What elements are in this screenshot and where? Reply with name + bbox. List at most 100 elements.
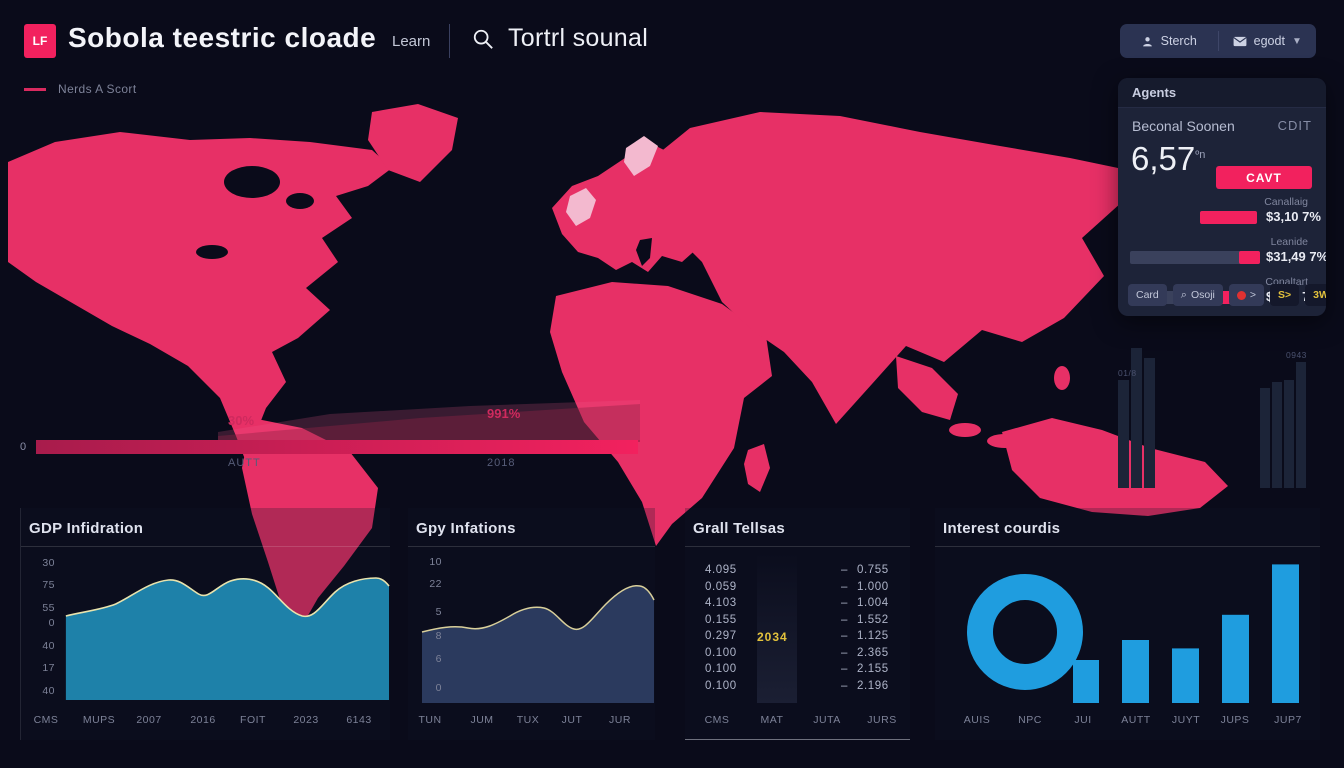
global-search[interactable]: Tortrl sounal [472, 24, 648, 53]
y-tick-label: 6 [435, 653, 442, 665]
y-tick-label: 30 [42, 557, 55, 569]
y-tick-label: 0 [48, 617, 55, 629]
gpy-area-chart [421, 584, 655, 703]
account-menu-label: egodt [1253, 34, 1285, 48]
table-row-dash: – [841, 679, 848, 692]
cavt-button[interactable]: CAVT [1216, 166, 1312, 189]
panel-grall-title: Grall Tellsas [693, 520, 786, 537]
metric-bar-track [1130, 251, 1260, 264]
actions-separator [1217, 31, 1219, 51]
x-tick-label: JURS [867, 714, 897, 726]
magnifier-icon: ⌕ [1180, 288, 1187, 301]
x-tick-label: JUM [470, 714, 494, 726]
x-tick-label: AUTT [1121, 714, 1151, 726]
agents-edit-link[interactable]: CDIT [1277, 118, 1312, 133]
y-tick-label: 75 [42, 579, 55, 591]
table-row-dash: – [841, 630, 848, 642]
faint-bars-label-b: 0943 [1286, 350, 1307, 360]
panel-divider [685, 546, 910, 547]
x-tick-label: MAT [760, 714, 784, 726]
mini-chart-axis-right: 2018 [487, 457, 516, 469]
agents-row-label: Beconal Soonen [1132, 118, 1235, 134]
x-tick-label: JUT [561, 714, 583, 726]
mini-bar-chart [36, 440, 638, 454]
faint-bars-label-a: 01/8 [1118, 368, 1137, 378]
metric-bar-fill [1200, 211, 1258, 224]
table-cell-left: 0.100 [705, 663, 737, 675]
map-legend: Nerds A Scort [24, 82, 137, 96]
x-tick-label: JUYT [1171, 714, 1201, 726]
x-tick-label: NPC [1018, 714, 1042, 726]
red-dot-icon [1236, 290, 1246, 300]
search-icon [473, 29, 493, 49]
agents-chips: Card ⌕Osoji > S> 3WF [1128, 284, 1326, 306]
table-cell-right: 2.365 [857, 646, 889, 659]
metric-bar-track [1130, 211, 1260, 224]
chip-card[interactable]: Card [1128, 284, 1167, 306]
agents-big-value-sup: ºn [1195, 149, 1206, 161]
x-tick-label: MUPS [82, 714, 116, 726]
table-row-dash: – [841, 597, 848, 609]
y-tick-label: 5 [435, 606, 442, 618]
panel-gdp-title: GDP Infidration [29, 520, 144, 537]
search-button-label: Sterch [1160, 34, 1197, 48]
metric-bar-fill [1239, 251, 1260, 264]
chip-label: Card [1136, 289, 1159, 301]
nav-link-learn[interactable]: Learn [392, 33, 431, 50]
metric-label: Leanide [1270, 236, 1308, 248]
donut-tail-bar [1073, 660, 1099, 703]
table-cell-left: 0.100 [705, 679, 737, 692]
envelope-icon [1232, 36, 1247, 46]
x-tick-label: JUR [609, 714, 631, 726]
legend-label: Nerds A Scort [58, 82, 137, 96]
account-menu-button[interactable]: egodt ▼ [1219, 24, 1317, 58]
metric-value: $3,10 7% [1266, 209, 1321, 224]
metric-value: $31,49 7% [1266, 249, 1326, 264]
table-row-dash: – [841, 564, 848, 576]
y-tick-label: 55 [42, 602, 55, 614]
panel-divider [21, 546, 390, 547]
chevron-down-icon: ▼ [1291, 35, 1302, 47]
header-actions: Sterch egodt ▼ [1120, 24, 1316, 58]
y-tick-label: 22 [429, 578, 442, 590]
chip-label: 3WF [1313, 289, 1326, 301]
table-row-dash: – [841, 613, 848, 626]
x-tick-label: TUX [516, 714, 540, 726]
table-row-dash: – [841, 580, 848, 593]
x-tick-label: CMS [33, 714, 59, 726]
mini-chart-value-left: 30% [228, 413, 255, 428]
mini-chart-value-right: 991% [487, 406, 521, 421]
search-query-text[interactable]: Tortrl sounal [508, 24, 649, 52]
mini-chart-zero: 0 [20, 441, 27, 453]
table-row-dash: – [841, 663, 848, 675]
interest-bar [1172, 648, 1199, 703]
table-cell-left: 0.100 [705, 646, 737, 659]
chip-osoji[interactable]: ⌕ Osoji [1172, 284, 1223, 306]
table-cell-left: 0.155 [705, 613, 737, 626]
chip-[interactable]: > [1228, 284, 1265, 306]
person-icon [1142, 36, 1152, 46]
x-tick-label: JUI [1074, 714, 1092, 726]
panel-interest: Interest courdis AUIS NPC JUI AUTT JUYT JUPS J… [935, 508, 1320, 740]
agents-panel-title: Agents [1118, 78, 1326, 108]
chip-label: > [1249, 289, 1257, 301]
search-button[interactable]: Sterch [1120, 24, 1218, 58]
table-cell-left: 4.095 [705, 564, 737, 576]
legend-swatch [24, 87, 46, 91]
panel-divider [408, 546, 655, 547]
chip-3wf[interactable]: 3WF [1305, 284, 1326, 306]
table-cell-left: 0.059 [705, 580, 737, 593]
app-logo[interactable]: LF [24, 24, 56, 58]
metric-label: Canallaig [1264, 196, 1308, 208]
y-tick-label: 17 [42, 662, 55, 674]
interest-bar [1122, 640, 1149, 703]
donut-ring [967, 574, 1083, 690]
x-tick-label: 2023 [293, 714, 319, 726]
x-tick-label: FOIT [240, 714, 266, 726]
chip-s[interactable]: S> [1270, 284, 1300, 306]
interest-bar [1272, 564, 1299, 703]
y-tick-label: 40 [42, 640, 55, 652]
agents-panel: Agents Beconal Soonen CDIT 6,57ºn CAVT C… [1118, 78, 1326, 316]
chip-label: S> [1278, 289, 1292, 301]
